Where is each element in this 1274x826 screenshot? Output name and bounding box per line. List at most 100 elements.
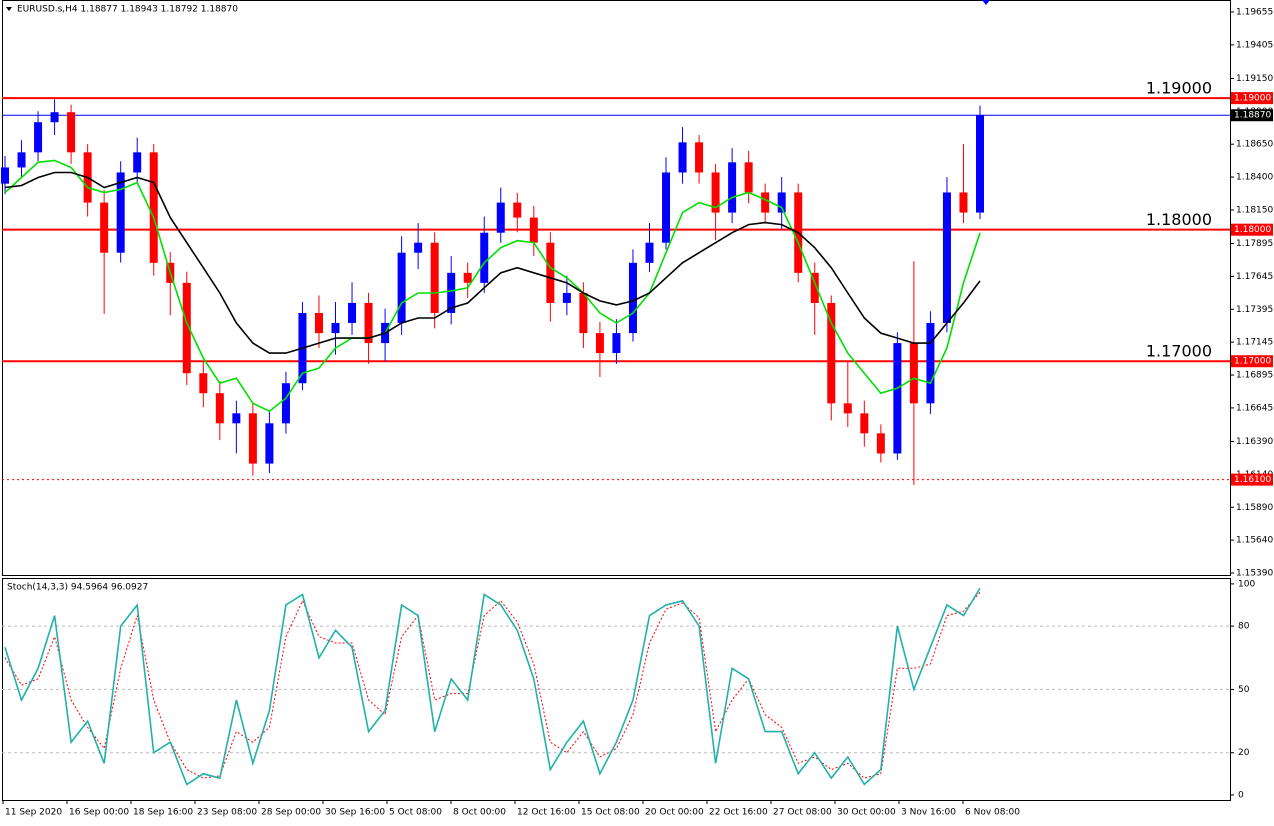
candle-body [529,217,538,243]
candle-body [744,162,753,193]
x-tick-label: 30 Oct 00:00 [837,808,896,818]
candle-body [777,192,786,213]
candle-body [314,312,323,334]
candle-body [50,112,59,123]
level-box-label: 1.17000 [1234,357,1271,367]
level-text: 1.18000 [1146,210,1212,229]
candle-body [546,242,555,303]
candle-body [876,433,885,454]
candle-body [199,373,208,394]
y-tick-label: 1.15890 [1236,503,1273,513]
y-tick-label: 1.15390 [1236,569,1273,579]
candle-body [976,115,984,213]
level-box [1231,355,1273,368]
candle-body [678,142,687,173]
stoch-tick-label: 20 [1238,748,1250,758]
candle-body [612,333,621,354]
candle-body [331,322,340,334]
y-tick-label: 1.16390 [1236,437,1273,447]
moving-average [4,171,981,354]
candle-body [447,272,456,313]
level-box-label: 1.19000 [1234,94,1271,104]
stoch-tick-label: 80 [1238,622,1250,632]
candle-body [281,383,290,424]
candle-body [133,152,142,173]
shift-marker [982,0,990,5]
y-tick-label: 1.16895 [1236,371,1273,381]
candle-body [265,423,274,464]
x-tick-label: 28 Sep 00:00 [261,808,321,818]
candle-body [215,393,224,424]
candle-body [182,282,191,374]
candle-body [959,192,968,213]
x-tick-label: 23 Sep 08:00 [197,808,257,818]
y-tick-label: 1.17645 [1236,272,1273,282]
candle-body [909,343,918,404]
y-tick-label: 1.19150 [1236,74,1273,84]
candle-body [628,262,637,334]
stoch-title: Stoch(14,3,3) 94.5964 96.0927 [7,583,148,593]
level-box [1231,92,1273,105]
candle-body [248,413,257,464]
candle-body [1,167,9,184]
stoch-signal [4,591,981,779]
candle-body [67,112,76,153]
candle-body [711,172,720,213]
candle-body [843,403,852,414]
stoch-tick-label: 0 [1238,790,1244,800]
y-tick-label: 1.18650 [1236,140,1273,150]
candle-body [579,292,588,334]
candle-body [414,242,423,253]
x-tick-label: 16 Sep 00:00 [69,808,129,818]
level-box-label: 1.16100 [1234,475,1271,485]
level-box-label: 1.18000 [1234,225,1271,235]
x-tick-label: 5 Oct 08:00 [389,808,442,818]
x-tick-label: 20 Oct 00:00 [645,808,704,818]
candle-body [662,172,671,243]
candle-body [562,292,571,303]
candle-body [364,302,373,344]
candle-body [810,272,819,303]
bid-label: 1.18870 [1234,111,1271,121]
x-tick-label: 3 Nov 16:00 [901,808,956,818]
candle-body [860,413,869,434]
moving-average [4,159,981,413]
candle-body [100,202,109,253]
stoch-tick-label: 100 [1238,579,1255,589]
candle-body [827,302,836,404]
y-tick-label: 1.17145 [1236,338,1273,348]
candle-body [480,232,489,283]
stoch-main [4,587,981,786]
level-text: 1.19000 [1146,79,1212,98]
menu-arrow [6,7,12,11]
candle-body [397,252,406,323]
candle-body [348,302,357,323]
level-text: 1.17000 [1146,342,1212,361]
candle-body [430,242,439,313]
candle-body [761,192,770,213]
level-box [1231,223,1273,236]
candle-body [728,162,737,213]
candle-body [595,333,604,354]
level-box [1231,473,1273,486]
x-tick-label: 12 Oct 16:00 [517,808,576,818]
x-tick-label: 27 Oct 08:00 [773,808,832,818]
bid-box [1231,109,1273,122]
candle-body [34,122,43,153]
candle-body [942,192,951,323]
y-tick-label: 1.17895 [1236,239,1273,249]
candle-body [513,202,522,218]
y-tick-label: 1.18150 [1236,205,1273,215]
x-tick-label: 11 Sep 2020 [5,808,62,818]
x-tick-label: 8 Oct 00:00 [453,808,506,818]
candle-body [893,343,902,454]
y-tick-label: 1.18400 [1236,173,1273,183]
y-tick-label: 1.16645 [1236,403,1273,413]
chart-title: EURUSD.s,H4 1.18877 1.18943 1.18792 1.18… [17,5,238,15]
candle-body [232,413,241,424]
candle-body [116,172,125,253]
x-tick-label: 22 Oct 16:00 [709,808,768,818]
y-tick-label: 1.19655 [1236,7,1273,17]
x-tick-label: 30 Sep 16:00 [325,808,385,818]
